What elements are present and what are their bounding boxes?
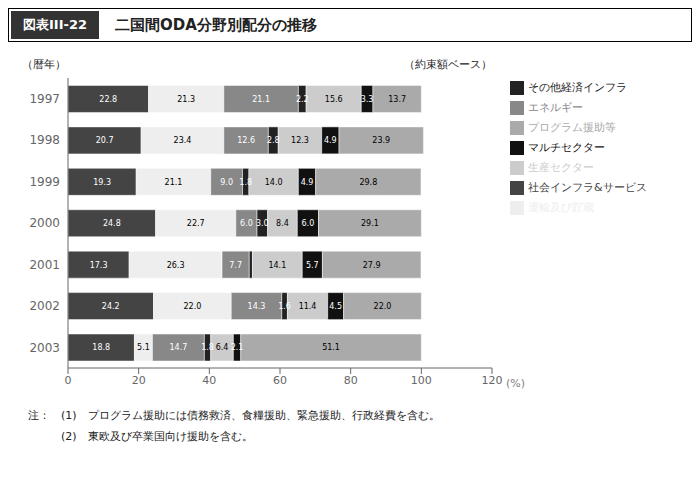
svg-text:1.6: 1.6 [278, 302, 291, 311]
svg-text:11.4: 11.4 [299, 302, 317, 311]
svg-text:100: 100 [411, 374, 432, 387]
svg-text:22.7: 22.7 [187, 219, 205, 228]
svg-text:12.3: 12.3 [291, 136, 309, 145]
html-text:生産セクター: 生産セクター [528, 161, 594, 174]
html-text:社会インフラ&サービス: 社会インフラ&サービス [528, 181, 647, 194]
svg-text:14.1: 14.1 [268, 261, 286, 270]
svg-text:15.6: 15.6 [325, 95, 343, 104]
svg-text:1998: 1998 [29, 133, 60, 147]
svg-text:21.1: 21.1 [165, 178, 183, 187]
svg-text:20: 20 [132, 374, 146, 387]
svg-text:6.4: 6.4 [216, 343, 229, 352]
svg-text:1997: 1997 [29, 92, 60, 106]
html-text:運輸及び貯蔵: 運輸及び貯蔵 [528, 201, 594, 214]
svg-text:14.0: 14.0 [265, 178, 283, 187]
svg-text:23.4: 23.4 [174, 136, 192, 145]
svg-text:1999: 1999 [29, 175, 60, 189]
svg-text:22.8: 22.8 [99, 95, 117, 104]
svg-text:3.0: 3.0 [256, 219, 269, 228]
svg-text:22.0: 22.0 [183, 302, 201, 311]
svg-text:20.7: 20.7 [96, 136, 114, 145]
svg-text:2.1: 2.1 [231, 343, 244, 352]
svg-text:26.3: 26.3 [167, 261, 185, 270]
svg-text:1.8: 1.8 [239, 178, 252, 187]
svg-text:120: 120 [482, 374, 503, 387]
svg-text:24.2: 24.2 [102, 302, 120, 311]
svg-text:17.3: 17.3 [90, 261, 108, 270]
svg-text:22.0: 22.0 [374, 302, 392, 311]
html-text:エネルギー: エネルギー [528, 101, 583, 114]
svg-text:24.8: 24.8 [103, 219, 121, 228]
svg-text:8.4: 8.4 [276, 219, 289, 228]
html-text:二国間ODA分野別配分の推移: 二国間ODA分野別配分の推移 [115, 15, 317, 34]
html-text:マルチセクター: マルチセクター [528, 141, 605, 154]
svg-text:3.3: 3.3 [361, 95, 374, 104]
svg-text:60: 60 [273, 374, 287, 387]
svg-text:2.2: 2.2 [296, 95, 309, 104]
svg-text:23.9: 23.9 [372, 136, 390, 145]
svg-text:(%): (%) [506, 377, 525, 390]
html-text:図表III-22: 図表III-22 [23, 17, 87, 32]
svg-text:2002: 2002 [29, 299, 60, 313]
svg-text:29.8: 29.8 [359, 178, 377, 187]
html-text:その他経済インフラ: その他経済インフラ [528, 81, 627, 94]
svg-text:4.5: 4.5 [329, 302, 342, 311]
svg-text:18.8: 18.8 [92, 343, 110, 352]
svg-text:2000: 2000 [29, 216, 60, 230]
svg-text:19.3: 19.3 [93, 178, 111, 187]
svg-text:9.0: 9.0 [220, 178, 233, 187]
svg-text:14.7: 14.7 [170, 343, 188, 352]
svg-text:2.8: 2.8 [267, 136, 280, 145]
html-text:（暦年）: （暦年） [22, 58, 66, 71]
svg-text:13.7: 13.7 [388, 95, 406, 104]
svg-text:80: 80 [344, 374, 358, 387]
svg-text:1.8: 1.8 [201, 343, 214, 352]
svg-text:21.1: 21.1 [252, 95, 270, 104]
html-text:（約束額ベース）: （約束額ベース） [404, 58, 492, 71]
svg-text:2003: 2003 [29, 341, 60, 355]
svg-text:27.9: 27.9 [363, 261, 381, 270]
svg-text:0: 0 [65, 374, 72, 387]
svg-text:6.0: 6.0 [302, 219, 315, 228]
svg-text:21.3: 21.3 [177, 95, 195, 104]
svg-text:40: 40 [202, 374, 216, 387]
svg-text:29.1: 29.1 [361, 219, 379, 228]
html-text:(2) 東欧及び卒業国向け援助を含む。: (2) 東欧及び卒業国向け援助を含む。 [28, 430, 253, 443]
html-text:注： (1) プログラム援助には債務救済、食糧援助、緊急援助: 注： (1) プログラム援助には債務救済、食糧援助、緊急援助、行政経費を含む。 [28, 409, 440, 422]
svg-text:14.3: 14.3 [248, 302, 266, 311]
svg-text:12.6: 12.6 [237, 136, 255, 145]
html-text:プログラム援助等: プログラム援助等 [528, 121, 616, 134]
svg-text:6.0: 6.0 [240, 219, 253, 228]
svg-text:5.1: 5.1 [137, 343, 150, 352]
svg-text:2001: 2001 [29, 258, 60, 272]
svg-text:7.7: 7.7 [229, 261, 242, 270]
svg-text:5.7: 5.7 [306, 261, 319, 270]
svg-text:4.9: 4.9 [301, 178, 314, 187]
svg-text:4.9: 4.9 [324, 136, 337, 145]
svg-text:51.1: 51.1 [322, 343, 340, 352]
